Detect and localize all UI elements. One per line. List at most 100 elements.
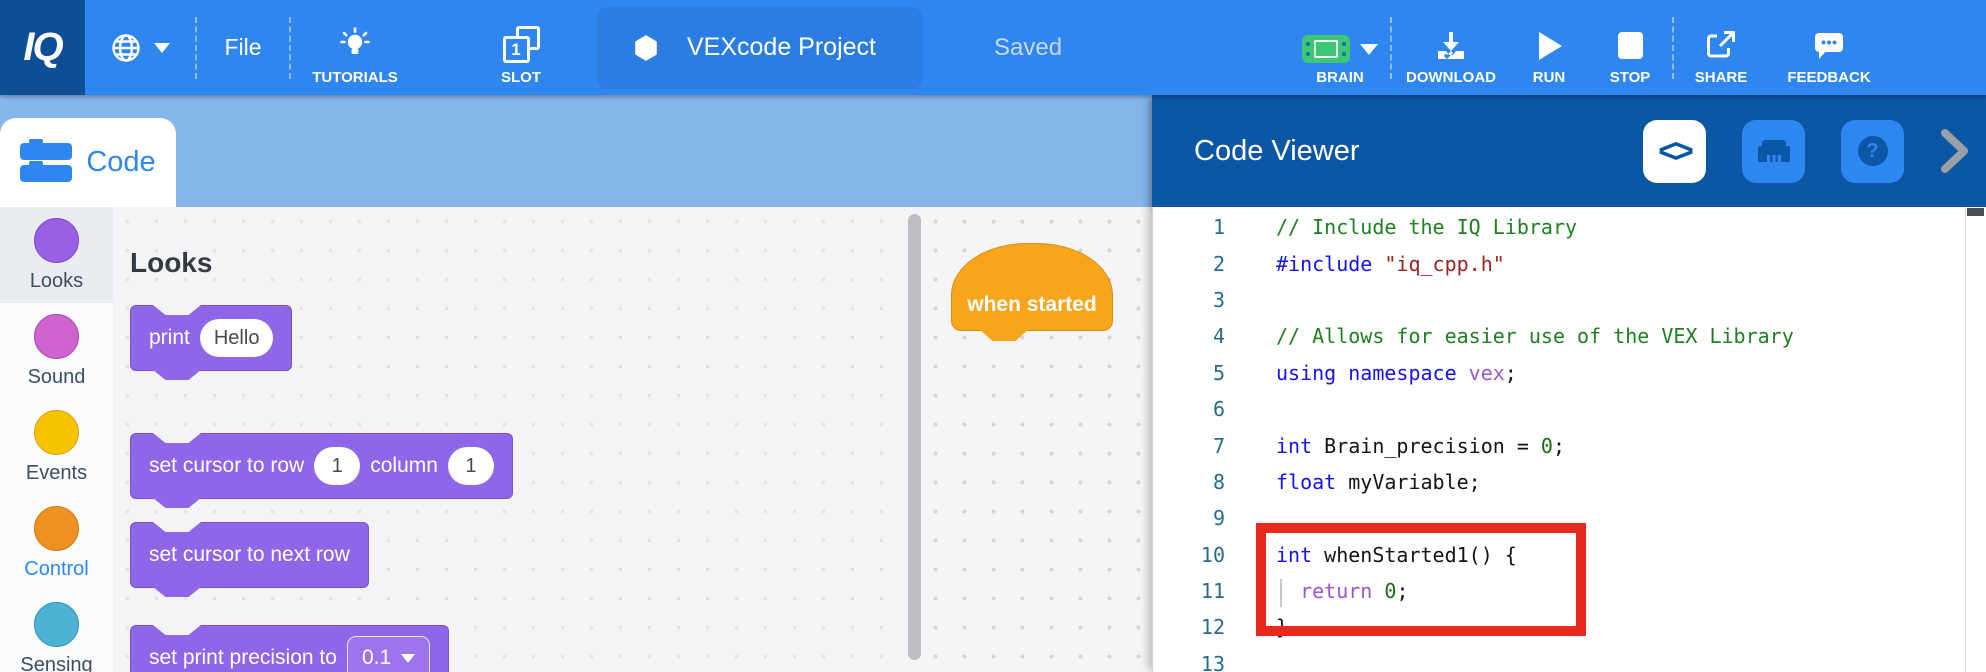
line-number: 10 [1200, 542, 1225, 567]
project-name-button[interactable]: VEXcode Project [597, 6, 922, 89]
block-label: print [149, 326, 190, 349]
line-number: 1 [1212, 215, 1225, 240]
sidebar-item-events[interactable]: Events [0, 399, 113, 495]
code-line-8: 8 float myVariable; [1153, 464, 1986, 500]
share-button[interactable]: SHARE [1674, 0, 1768, 95]
file-menu-label: File [224, 34, 262, 60]
code-view-toggle-button[interactable]: <> [1643, 119, 1706, 183]
chevron-down-icon [154, 42, 170, 53]
code-line-1: 1// Include the IQ Library [1153, 209, 1986, 245]
line-number: 9 [1212, 506, 1225, 531]
code-tab-label: Code [86, 146, 156, 178]
line-number: 2 [1212, 251, 1225, 276]
code-line-6: 6 [1153, 391, 1986, 427]
globe-icon [110, 32, 142, 64]
line-number: 4 [1212, 324, 1225, 349]
code-line-4: 4// Allows for easier use of the VEX Lib… [1153, 318, 1986, 354]
indent-guide [1280, 579, 1282, 607]
code-line-10: 10 int whenStarted1() { [1153, 537, 1986, 573]
block-input[interactable]: 1 [314, 447, 361, 485]
line-number: 3 [1212, 287, 1225, 312]
when-started-block[interactable]: when started [951, 243, 1113, 331]
line-number: 11 [1200, 579, 1225, 604]
set-cursor-row-column-block[interactable]: set cursor to row 1 column 1 [130, 433, 513, 499]
editor-scrollbar-track [1965, 207, 1966, 672]
stop-label: STOP [1609, 69, 1651, 86]
feedback-button[interactable]: FEEDBACK [1768, 0, 1890, 95]
slot-button[interactable]: 1 SLOT [485, 0, 557, 95]
help-button[interactable]: ? [1841, 119, 1904, 183]
block-dropdown[interactable]: 0.1 [346, 636, 431, 672]
file-menu[interactable]: File [197, 0, 289, 95]
brain-button[interactable]: BRAIN [1290, 0, 1390, 95]
category-label: Sound [27, 365, 86, 388]
download-button[interactable]: DOWNLOAD [1392, 0, 1510, 95]
code-line-13: 13 [1153, 646, 1986, 672]
set-print-precision-block[interactable]: set print precision to 0.1 [130, 625, 450, 672]
code-viewer-header: Code Viewer <> ? [1152, 95, 1986, 207]
highlight-annotation [1256, 523, 1586, 636]
when-started-label: when started [967, 293, 1097, 316]
block-input[interactable]: 1 [447, 447, 494, 485]
stop-button[interactable]: STOP [1588, 0, 1672, 95]
tab-code[interactable]: Code [0, 118, 176, 207]
palette-section-header: Looks [130, 247, 213, 278]
set-cursor-next-row-block[interactable]: set cursor to next row [130, 522, 369, 588]
category-color-dot [34, 601, 79, 647]
stop-icon [1614, 29, 1646, 63]
code-editor[interactable]: 1// Include the IQ Library 2 #include "iq_… [1152, 207, 1986, 672]
feedback-label: FEEDBACK [1787, 69, 1871, 86]
download-icon [1433, 29, 1469, 63]
slot-label: SLOT [501, 69, 541, 86]
category-label: Looks [29, 269, 84, 292]
tutorials-button[interactable]: TUTORIALS [291, 0, 419, 95]
sidebar-item-control[interactable]: Control [0, 495, 113, 591]
run-button[interactable]: RUN [1510, 0, 1588, 95]
save-status: Saved [994, 33, 1063, 61]
code-line-7: 7 int Brain_precision = 0; [1153, 427, 1986, 463]
run-label: RUN [1532, 69, 1566, 86]
category-color-dot [34, 409, 79, 455]
share-label: SHARE [1694, 69, 1748, 86]
line-number: 8 [1212, 469, 1225, 494]
brain-view-button[interactable] [1742, 119, 1805, 183]
language-menu[interactable] [85, 0, 195, 95]
sidebar-item-sensing[interactable]: Sensing [0, 591, 113, 672]
sidebar-item-looks[interactable]: Looks [0, 207, 113, 303]
category-label: Events [25, 461, 88, 484]
category-color-dot [34, 217, 79, 263]
toolbar-divider [1672, 16, 1674, 79]
editor-scrollbar-thumb[interactable] [1967, 208, 1984, 216]
tab-band [0, 95, 1152, 207]
block-input[interactable]: Hello [199, 319, 274, 357]
category-label: Control [24, 557, 89, 580]
line-number: 12 [1200, 615, 1225, 640]
line-number: 5 [1212, 360, 1225, 385]
collapse-panel-button[interactable] [1940, 128, 1970, 174]
chevron-right-icon [1940, 128, 1970, 174]
block-label: set cursor to next row [149, 543, 350, 566]
toolbar-divider [195, 16, 197, 79]
hexagon-icon [633, 34, 659, 62]
block-label: set cursor to row [149, 454, 305, 477]
play-icon [1533, 29, 1565, 63]
code-viewer-title: Code Viewer [1194, 134, 1360, 167]
toolbar-divider [1390, 16, 1392, 79]
code-icon: <> [1658, 132, 1694, 169]
slot-icon: 1 [502, 26, 540, 63]
code-line-3: 3 [1153, 282, 1986, 318]
download-label: DOWNLOAD [1406, 69, 1496, 86]
block-label: column [370, 454, 438, 477]
brain-panel-icon [1756, 135, 1792, 167]
code-line-2: 2 #include "iq_cpp.h" [1153, 245, 1986, 281]
sidebar-item-sound[interactable]: Sound [0, 303, 113, 399]
palette-scrollbar[interactable] [908, 214, 921, 660]
print-block[interactable]: print Hello [130, 305, 293, 371]
block-label: set print precision to [149, 646, 337, 669]
lightbulb-icon [336, 25, 374, 63]
question-icon: ? [1857, 136, 1888, 166]
workspace-canvas[interactable]: when started [921, 207, 1152, 672]
code-line-5: 5 using namespace vex; [1153, 355, 1986, 391]
chevron-down-icon [401, 653, 416, 663]
